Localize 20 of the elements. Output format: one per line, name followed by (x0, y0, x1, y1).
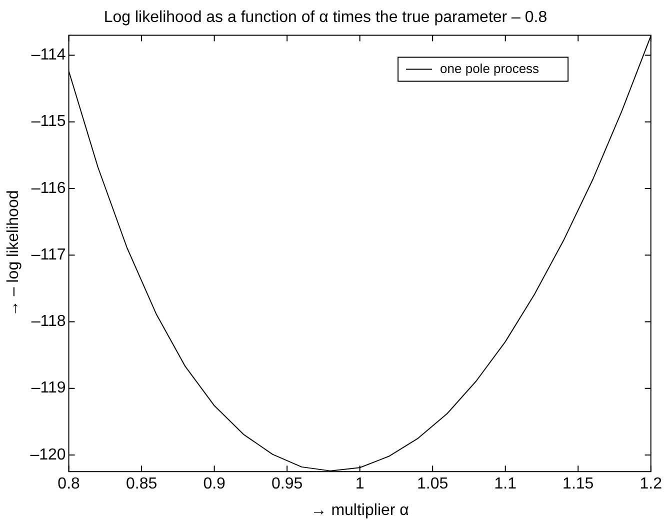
x-tick-label: 1.15 (562, 476, 594, 493)
x-tick-label: 1.05 (417, 476, 448, 493)
x-tick-label: 0.85 (126, 476, 158, 493)
x-tick-label: 1 (355, 476, 364, 493)
x-tick-label: 0.95 (272, 476, 303, 493)
y-tick-label: –120 (30, 446, 66, 464)
x-tick-label: 1.1 (494, 476, 517, 493)
y-tick-label: –114 (31, 46, 66, 64)
x-tick-label: 0.9 (203, 476, 226, 493)
y-tick-label: –116 (31, 180, 66, 197)
legend-label: one pole process (440, 60, 540, 76)
x-tick-label: 0.8 (58, 476, 80, 493)
y-tick-label: –115 (31, 113, 66, 130)
x-tick-label: 1.2 (640, 476, 662, 493)
y-tick-label: –117 (31, 246, 66, 264)
y-tick-label: –118 (31, 313, 66, 330)
chart-title: Log likelihood as a function of α times the true parameter – 0.8 (104, 9, 548, 26)
y-tick-label: –119 (31, 380, 66, 397)
y-axis-title: → – log likelihood (5, 190, 22, 317)
x-axis-title: → multiplier α (310, 502, 409, 519)
